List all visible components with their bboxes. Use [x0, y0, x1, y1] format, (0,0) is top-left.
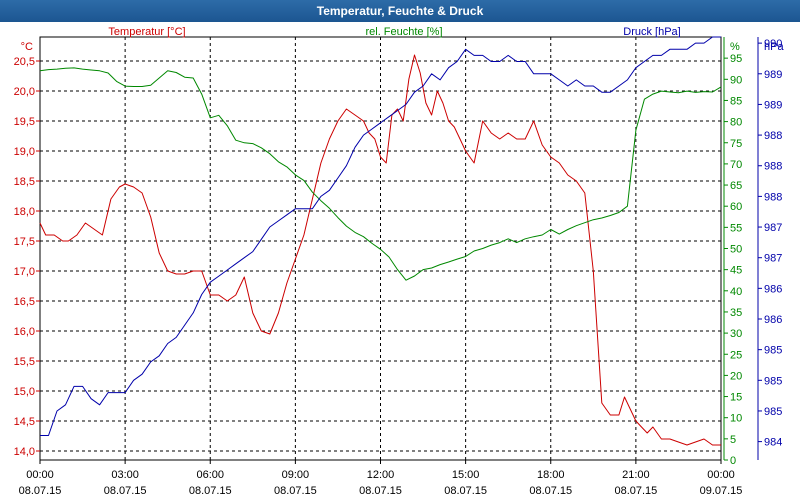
pressure-tick-label: 989: [764, 99, 782, 111]
pressure-tick-label: 985: [764, 406, 782, 418]
humidity-tick-label: 35: [730, 307, 742, 319]
humidity-tick-label: 90: [730, 74, 742, 86]
x-tick-date: 08.07.15: [529, 485, 572, 497]
temperature-tick-label: 19,0: [14, 146, 35, 158]
temperature-tick-label: 16,5: [14, 296, 35, 308]
pressure-tick-label: 988: [764, 130, 782, 142]
pressure-tick-label: 986: [764, 283, 782, 295]
x-tick-time: 00:00: [26, 469, 54, 481]
series-line-humidity: [39, 67, 722, 281]
temperature-tick-label: 14,5: [14, 416, 35, 428]
x-tick-time: 21:00: [622, 469, 650, 481]
pressure-tick-label: 985: [764, 375, 782, 387]
humidity-tick-label: 80: [730, 117, 742, 129]
humidity-tick-label: 15: [730, 392, 742, 404]
temperature-tick-label: 14,0: [14, 446, 35, 458]
humidity-tick-label: 20: [730, 370, 742, 382]
humidity-tick-label: 65: [730, 180, 742, 192]
pressure-tick-label: 985: [764, 345, 782, 357]
x-tick-date: 08.07.15: [19, 485, 62, 497]
pressure-tick-label: 989: [764, 69, 782, 81]
temperature-tick-label: 18,5: [14, 176, 35, 188]
x-tick-date: 08.07.15: [614, 485, 657, 497]
series-layer: [39, 36, 722, 446]
chart-title: Temperatur, Feuchte & Druck: [0, 0, 800, 22]
temperature-unit: °C: [21, 41, 33, 53]
humidity-tick-label: 55: [730, 222, 742, 234]
humidity-unit: %: [730, 41, 740, 53]
pressure-tick-label: 988: [764, 161, 782, 173]
x-tick-date: 08.07.15: [274, 485, 317, 497]
x-tick-time: 06:00: [196, 469, 224, 481]
pressure-tick-label: 988: [764, 191, 782, 203]
pressure-axis-label: Druck [hPa]: [623, 26, 680, 38]
axes-layer: 00:00 08.07.15 03:00 08.07.15 06:00 08.07.15 0…: [14, 26, 785, 497]
temperature-tick-label: 17,5: [14, 236, 35, 248]
humidity-tick-label: 70: [730, 159, 742, 171]
humidity-tick-label: 10: [730, 413, 742, 425]
x-tick-date: 08.07.15: [359, 485, 402, 497]
temperature-tick-label: 19,5: [14, 116, 35, 128]
humidity-tick-label: 45: [730, 265, 742, 277]
x-tick-time: 12:00: [367, 469, 395, 481]
humidity-tick-label: 75: [730, 138, 742, 150]
series-line-pressure: [40, 36, 721, 436]
pressure-tick-label: 986: [764, 314, 782, 326]
pressure-tick-label: 984: [764, 437, 782, 449]
pressure-tick-label: 990: [764, 38, 782, 50]
x-tick-date: 08.07.15: [104, 485, 147, 497]
temperature-tick-label: 20,5: [14, 56, 35, 68]
humidity-tick-label: 95: [730, 53, 742, 65]
temperature-tick-label: 17,0: [14, 266, 35, 278]
pressure-tick-label: 987: [764, 222, 782, 234]
humidity-tick-label: 85: [730, 95, 742, 107]
temperature-tick-label: 20,0: [14, 86, 35, 98]
x-tick-date: 09.07.15: [700, 485, 743, 497]
humidity-tick-label: 40: [730, 286, 742, 298]
x-tick-time: 03:00: [111, 469, 139, 481]
humidity-axis-label: rel. Feuchte [%]: [365, 26, 442, 38]
x-tick-time: 00:00: [707, 469, 735, 481]
temperature-tick-label: 18,0: [14, 206, 35, 218]
grid: [40, 37, 721, 460]
temperature-tick-label: 15,5: [14, 356, 35, 368]
x-tick-time: 15:00: [452, 469, 480, 481]
x-tick-date: 08.07.15: [189, 485, 232, 497]
x-tick-time: 09:00: [282, 469, 310, 481]
humidity-tick-label: 50: [730, 244, 742, 256]
humidity-tick-label: 25: [730, 349, 742, 361]
x-tick-time: 18:00: [537, 469, 565, 481]
pressure-unit: hPa: [764, 41, 784, 53]
temperature-axis-label: Temperatur [°C]: [108, 26, 185, 38]
pressure-tick-label: 987: [764, 253, 782, 265]
temperature-tick-label: 15,0: [14, 386, 35, 398]
temperature-tick-label: 16,0: [14, 326, 35, 338]
humidity-tick-label: 60: [730, 201, 742, 213]
humidity-tick-label: 5: [730, 434, 736, 446]
humidity-tick-label: 30: [730, 328, 742, 340]
humidity-tick-label: 0: [730, 455, 736, 467]
x-tick-date: 08.07.15: [444, 485, 487, 497]
